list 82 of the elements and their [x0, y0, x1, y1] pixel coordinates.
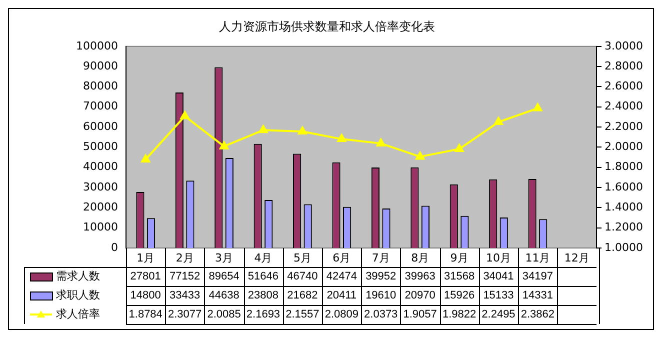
data-label: 34197 [522, 270, 553, 283]
data-label: 2.0085 [207, 308, 241, 321]
data-label: 2.2495 [482, 308, 516, 321]
data-label: 46740 [287, 270, 318, 283]
y2-tick-label: 1.8000 [604, 160, 644, 174]
y2-tick-label: 2.0000 [604, 140, 644, 154]
data-label: 15926 [444, 290, 475, 302]
y-tick-label: 80000 [83, 80, 118, 93]
data-label: 19610 [366, 290, 396, 302]
x-tick-label: 7月 [372, 251, 390, 264]
data-label: 14331 [522, 290, 553, 302]
y-tick-label: 100000 [76, 39, 118, 52]
legend-label: 需求人数 [56, 270, 100, 283]
data-label: 2.0809 [324, 308, 358, 321]
data-label: 39952 [366, 270, 396, 283]
data-label: 2.1557 [286, 308, 320, 321]
data-label: 2.0373 [364, 308, 398, 321]
x-tick-label: 11月 [525, 251, 550, 264]
data-label: 44638 [208, 290, 240, 302]
data-label: 42474 [326, 270, 357, 283]
y2-tick-label: 1.0000 [604, 240, 644, 254]
point [337, 134, 346, 142]
y2-tick-label: 2.6000 [604, 80, 644, 93]
data-label: 1.8784 [128, 308, 162, 321]
y2-tick-label: 2.2000 [604, 120, 644, 133]
point [298, 126, 307, 135]
data-label: 20970 [404, 290, 436, 302]
point [533, 103, 542, 112]
y-tick-label: 20000 [83, 200, 118, 214]
data-label: 14800 [130, 290, 161, 302]
x-tick-label: 5月 [293, 251, 312, 264]
legend-label: 求人倍率 [56, 308, 100, 321]
x-tick-label: 1月 [136, 251, 155, 264]
data-label: 23808 [248, 290, 279, 302]
y2-tick-label: 1.2000 [604, 220, 644, 234]
data-label: 51646 [248, 270, 279, 283]
point [454, 144, 464, 152]
data-label: 89654 [208, 270, 240, 283]
data-label: 34041 [483, 270, 514, 283]
data-label: 27801 [130, 270, 161, 283]
y2-tick-label: 2.8000 [604, 59, 644, 72]
data-label: 1.9822 [442, 308, 476, 321]
y-tick-label: 70000 [83, 100, 118, 113]
data-label: 1.9057 [403, 308, 437, 321]
x-tick-label: 10月 [486, 251, 511, 264]
y-tick-label: 30000 [83, 180, 118, 194]
x-tick-label: 6月 [332, 251, 351, 264]
point [376, 138, 386, 146]
y-tick-label: 0 [111, 240, 118, 254]
data-label: 77152 [170, 270, 200, 283]
chart-title: 人力资源市场供求数量和求人倍率变化表 [219, 19, 435, 34]
y-tick-label: 60000 [83, 120, 118, 133]
x-tick-label: 9月 [450, 251, 468, 264]
data-label: 31568 [444, 270, 475, 283]
data-label: 39963 [404, 270, 436, 283]
y-tick-label: 10000 [83, 220, 118, 234]
legend-label: 求职人数 [56, 288, 100, 302]
y2-tick-label: 1.6000 [604, 180, 644, 194]
point [141, 154, 150, 162]
y2-tick-label: 1.4000 [604, 200, 644, 214]
y-tick-label: 90000 [83, 59, 118, 72]
y-tick-label: 50000 [83, 140, 118, 154]
data-label: 15133 [483, 290, 514, 302]
data-label: 2.3077 [168, 308, 202, 321]
data-label: 20411 [326, 290, 357, 302]
x-tick-label: 8月 [411, 251, 430, 264]
y2-tick-label: 2.4000 [604, 100, 644, 113]
x-tick-label: 2月 [176, 251, 194, 264]
y2-tick-label: 3.0000 [604, 39, 644, 52]
point [220, 141, 228, 150]
point [494, 117, 503, 126]
point [258, 125, 268, 134]
x-tick-label: 4月 [254, 251, 272, 264]
data-label: 2.1693 [246, 308, 280, 321]
point [416, 152, 425, 160]
data-label: 2.3862 [520, 308, 555, 321]
point [180, 111, 190, 120]
data-label: 21682 [287, 290, 318, 302]
x-tick-label: 3月 [215, 251, 234, 264]
data-label: 33433 [170, 290, 200, 302]
y-tick-label: 40000 [83, 160, 118, 174]
x-tick-label: 12月 [564, 251, 590, 264]
